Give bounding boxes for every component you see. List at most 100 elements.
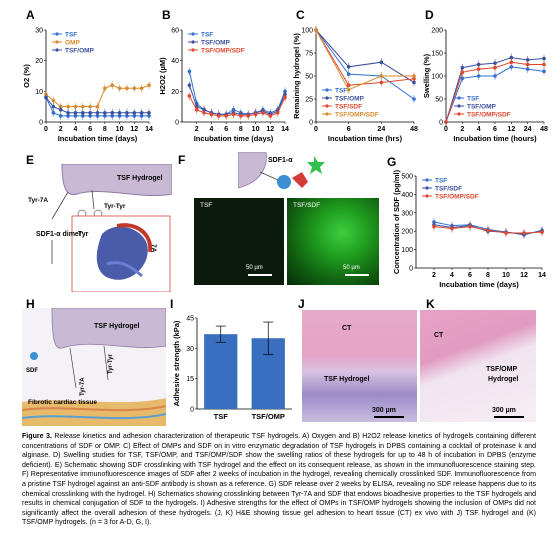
y-axis-label: Adhesive strength (kPa): [172, 320, 181, 406]
data-point: [450, 226, 454, 231]
data-point: [132, 111, 137, 115]
y-tick-label: 200: [401, 229, 413, 236]
hydrogel-label-k-2: Hydrogel: [488, 376, 519, 383]
x-tick-label: 12: [507, 126, 515, 133]
data-point: [66, 104, 70, 109]
data-point: [314, 28, 318, 32]
data-point: [209, 112, 214, 117]
linker-f: [259, 171, 279, 181]
y-tick-label: 150: [431, 51, 443, 58]
data-point: [224, 114, 228, 118]
linker-h: [69, 347, 77, 389]
data-point: [202, 111, 206, 115]
series-line-3: [315, 29, 414, 91]
x-tick-label: 14: [281, 126, 289, 133]
data-point: [542, 62, 546, 67]
data-point: [509, 60, 514, 64]
y-tick-label: 0: [39, 120, 43, 127]
data-point: [346, 72, 351, 76]
x-tick-label: 4: [477, 126, 481, 133]
x-tick-label: 14: [145, 126, 153, 133]
data-point: [132, 86, 137, 91]
x-tick-label: 6: [493, 126, 497, 133]
series-line-1: [315, 29, 415, 83]
y-tick-label: 0: [175, 120, 179, 127]
sdf-label-h: SDF: [26, 368, 38, 374]
y-tick-label: 40: [171, 58, 179, 65]
linker-h-2: [103, 345, 109, 381]
x-tick-label: 6: [224, 126, 228, 133]
data-point: [125, 111, 129, 115]
data-point: [504, 231, 508, 235]
y-tick-label: 100: [301, 28, 313, 35]
legend-entry: TSF/OMP/SDF: [435, 194, 479, 201]
y-tick-label: 400: [401, 192, 413, 199]
legend-entry: TSF/OMP: [201, 40, 231, 47]
x-tick-label: 48: [540, 126, 548, 133]
data-point: [117, 86, 122, 91]
data-point: [346, 83, 351, 87]
category-label: TSF: [214, 412, 229, 421]
data-point: [346, 88, 351, 92]
scale-bar-k: [494, 416, 524, 418]
data-point: [51, 98, 56, 103]
y-tick-label: 0: [190, 407, 194, 414]
legend-marker: [55, 48, 59, 52]
data-point: [476, 67, 481, 71]
y-tick-label: 20: [35, 58, 43, 65]
tissue-fiber: [22, 405, 166, 412]
legend-marker: [325, 96, 329, 100]
y-tick-label: 15: [186, 376, 194, 383]
data-point: [80, 111, 85, 115]
x-tick-label: 24: [377, 126, 385, 133]
data-point: [379, 80, 384, 85]
protein-ribbon-red: [116, 223, 153, 253]
y-tick-label: 30: [186, 346, 194, 353]
protein-ribbon-blue: [96, 226, 148, 280]
legend-entry: TSF/OMP/SDF: [335, 112, 379, 119]
x-tick-label: 12: [266, 126, 274, 133]
data-point: [542, 56, 546, 61]
legend-marker: [457, 112, 461, 116]
linker-line: [51, 191, 69, 220]
y-tick-label: 60: [171, 28, 179, 35]
y-tick-label: 20: [171, 89, 179, 96]
data-point: [444, 120, 448, 124]
data-point: [346, 65, 351, 69]
panel-label-c: C: [296, 8, 305, 22]
x-tick-label: 10: [252, 126, 260, 133]
panel-label-a: A: [26, 8, 35, 22]
y-tick-label: 50: [305, 74, 313, 81]
data-point: [542, 69, 546, 74]
data-point: [246, 114, 251, 118]
schematic-e: TSF Hydrogel Tyr-7A Tyr-Tyr SDF1-α dimer…: [28, 164, 172, 292]
data-point: [509, 65, 514, 69]
hydrogel-label: TSF Hydrogel: [117, 175, 163, 182]
x-tick-label: 0: [444, 126, 448, 133]
data-point: [117, 111, 122, 115]
legend-entry: TSF/OMP/SDF: [201, 48, 245, 55]
scale-label-right: 50 µm: [343, 265, 360, 271]
x-axis-label: Incubation time (days): [58, 134, 138, 143]
x-tick-label: 10: [502, 272, 510, 279]
legend-marker: [457, 96, 461, 100]
x-tick-label: 12: [520, 272, 528, 279]
micrograph-tsf-sdf-title: TSF/SDF: [293, 202, 321, 209]
legend-entry: OMP: [65, 40, 80, 47]
hydrogel-shape-f: [238, 152, 267, 189]
x-tick-label: 12: [130, 126, 138, 133]
y-tick-label: 300: [401, 210, 413, 217]
y-axis-label: O2 (%): [22, 64, 31, 88]
x-axis-label: Incubation time (hrs): [328, 134, 403, 143]
x-tick-label: 0: [314, 126, 318, 133]
scale-label-j: 300 µm: [372, 407, 396, 414]
category-label: TSF/OMP: [252, 412, 285, 421]
dimer-label: SDF1-α dimer: [36, 231, 82, 238]
legend-marker: [55, 32, 59, 36]
data-point: [261, 111, 265, 115]
x-tick-label: 4: [73, 126, 77, 133]
data-point: [253, 112, 258, 117]
fluorescence-star-icon: [307, 156, 325, 174]
data-point: [468, 224, 472, 229]
x-tick-label: 14: [538, 272, 546, 279]
